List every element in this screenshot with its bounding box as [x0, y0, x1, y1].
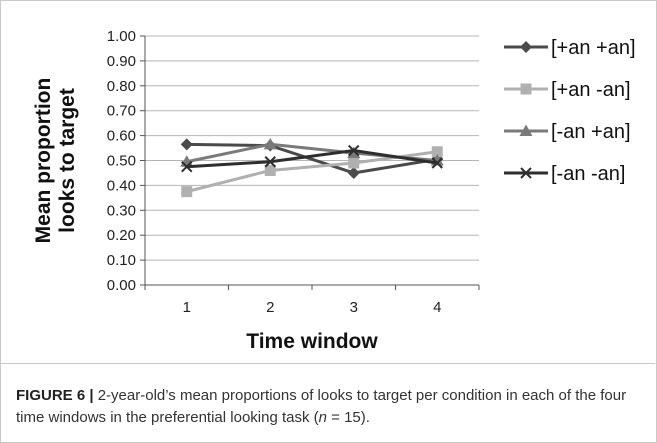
y-tick-label: 0.00 — [107, 277, 136, 294]
legend-label: [-an -an] — [551, 163, 625, 185]
data-point — [181, 186, 193, 198]
data-point — [348, 157, 360, 169]
data-point — [431, 157, 443, 169]
caption-label: FIGURE 6 | — [16, 387, 94, 404]
y-tick-label: 0.70 — [107, 103, 136, 120]
data-point — [264, 156, 276, 168]
caption-text: 2-year-old’s mean proportions of looks t… — [16, 387, 627, 426]
caption-text-end: = 15). — [327, 409, 370, 426]
data-point — [180, 138, 193, 151]
legend-marker — [519, 124, 533, 136]
series-line — [186, 149, 438, 169]
y-tick-label: 1.00 — [107, 28, 136, 45]
y-tick-label: 0.10 — [107, 252, 136, 269]
legend-label: [+an +an] — [551, 37, 636, 59]
y-tick-label: 0.40 — [107, 177, 136, 194]
x-axis-title: Time window — [246, 330, 378, 353]
x-tick-label: 4 — [433, 299, 441, 316]
legend-marker — [520, 167, 532, 179]
line-chart: 0.00 0.10 0.20 0.30 0.40 0.50 0.60 0.70 0.80 0.90… — [32, 28, 636, 353]
legend-marker — [520, 41, 532, 53]
x-tick-label: 2 — [266, 299, 274, 316]
y-tick-label: 0.20 — [107, 227, 136, 244]
caption-italic: n — [318, 409, 327, 426]
data-point — [348, 144, 360, 157]
legend-label: [-an +an] — [551, 121, 631, 143]
data-point — [181, 161, 193, 173]
figure-caption: FIGURE 6 | 2-year-old’s mean proportions… — [16, 385, 644, 429]
x-tick-label: 3 — [350, 299, 358, 316]
x-tick-label: 1 — [183, 299, 191, 316]
y-tick-label: 0.30 — [107, 202, 136, 219]
y-tick-label: 0.50 — [107, 153, 136, 170]
y-tick-label: 0.90 — [107, 53, 136, 70]
data-point — [431, 146, 443, 158]
data-point — [347, 166, 360, 179]
y-tick-label: 0.60 — [107, 128, 136, 145]
caption-divider — [1, 363, 655, 364]
series-line — [186, 142, 438, 175]
data-point — [264, 164, 276, 176]
y-axis-title: looks to target — [56, 88, 79, 233]
y-axis-title: Mean proportion — [32, 78, 55, 244]
chart-area: 0.00 0.10 0.20 0.30 0.40 0.50 0.60 0.70 0.80 0.90… — [32, 28, 636, 353]
legend-marker — [520, 83, 532, 95]
y-tick-label: 0.80 — [107, 78, 136, 95]
legend-label: [+an -an] — [551, 79, 631, 101]
data-point — [263, 137, 277, 150]
